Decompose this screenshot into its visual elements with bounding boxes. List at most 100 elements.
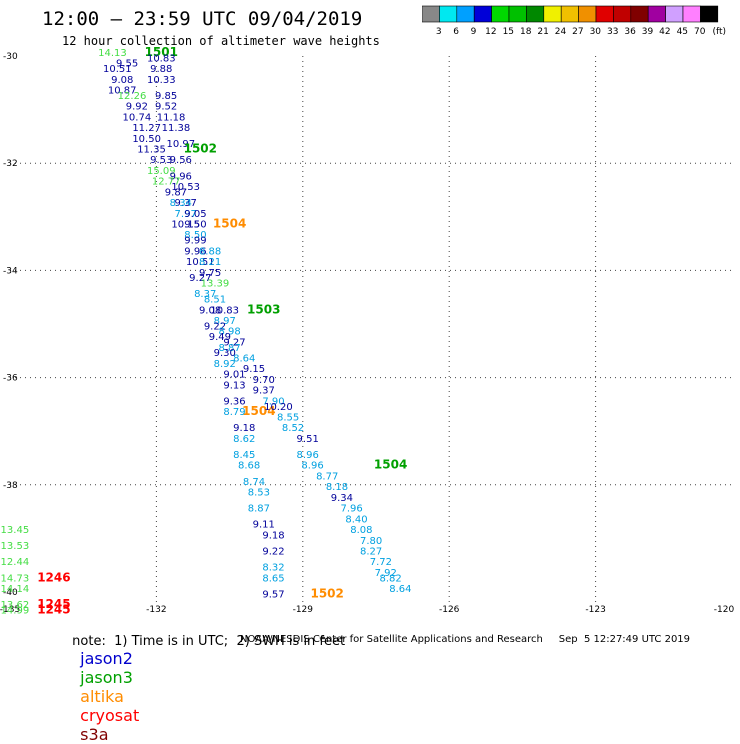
legend-unit-label: (ft) bbox=[712, 27, 726, 36]
wave-height-label: 9.18 bbox=[262, 530, 284, 541]
wave-height-label: 8.87 bbox=[248, 504, 270, 515]
footer-note-bar: note: 1) Time is in UTC; 2) SWH is in fe… bbox=[62, 611, 345, 744]
wave-height-label: 9.18 bbox=[233, 423, 255, 434]
legend-bin-label: 45 bbox=[677, 27, 688, 36]
wave-height-label: 9.99 bbox=[184, 236, 206, 247]
legend-jason3: jason3 bbox=[80, 668, 133, 687]
wave-height-label: 9.50 bbox=[184, 220, 206, 231]
wave-height-label: 8.74 bbox=[243, 477, 265, 488]
wave-height-label: 12.44 bbox=[1, 557, 30, 568]
lat-tick-label: -36 bbox=[3, 374, 18, 384]
wave-height-label: 9.15 bbox=[243, 364, 265, 375]
lon-tick-label: -120 bbox=[714, 605, 735, 615]
wave-height-label: 15.09 bbox=[147, 166, 176, 177]
wave-height-label: 8.45 bbox=[233, 450, 255, 461]
wave-height-label: 9.87 bbox=[165, 187, 187, 198]
wave-height-label: 9.34 bbox=[331, 493, 353, 504]
lat-tick-label: -34 bbox=[3, 266, 18, 276]
wave-height-label: 8.98 bbox=[218, 327, 240, 338]
wave-height-label: 8.68 bbox=[238, 461, 260, 472]
wave-height-label: 8.32 bbox=[262, 563, 284, 574]
wave-height-label: 14.99 bbox=[1, 605, 30, 616]
legend-bin-label: 30 bbox=[590, 27, 602, 36]
wave-height-label: 8.34 bbox=[170, 198, 192, 209]
wave-height-label: 9.22 bbox=[204, 321, 226, 332]
wave-height-label: 8.87 bbox=[218, 343, 240, 354]
wave-height-label: 10.97 bbox=[166, 139, 195, 150]
wave-height-label: 10.83 bbox=[210, 305, 239, 316]
legend-s3a: s3a bbox=[80, 725, 109, 744]
legend-bin-label: 27 bbox=[572, 27, 583, 36]
wave-height-label: 9.56 bbox=[170, 155, 192, 166]
wave-height-label: 9.55 bbox=[116, 59, 138, 70]
wave-height-label: 8.37 bbox=[194, 289, 216, 300]
lat-tick-label: -30 bbox=[3, 52, 18, 62]
wave-height-label: 8.92 bbox=[214, 359, 236, 370]
legend-bin-label: 9 bbox=[471, 27, 477, 36]
wave-height-label: 8.97 bbox=[214, 316, 236, 327]
wave-height-label: 7.97 bbox=[175, 209, 197, 220]
lon-tick-label: -126 bbox=[439, 605, 460, 615]
lon-tick-label: -123 bbox=[585, 605, 605, 615]
wave-height-label: 7.90 bbox=[262, 396, 284, 407]
legend-bin-label: 12 bbox=[485, 27, 496, 36]
wave-height-label: 8.55 bbox=[277, 412, 299, 423]
wave-height-label: 8.21 bbox=[199, 257, 221, 268]
wave-height-label: 8.27 bbox=[360, 546, 382, 557]
wave-height-label: 8.88 bbox=[199, 246, 221, 257]
wave-height-label: 9.70 bbox=[253, 375, 275, 386]
legend-bin-label: 42 bbox=[659, 27, 670, 36]
wave-height-label: 7.96 bbox=[340, 504, 362, 515]
legend-bin-label: 21 bbox=[537, 27, 548, 36]
wave-height-label: 9.01 bbox=[223, 370, 245, 381]
wave-height-label: 13.62 bbox=[1, 600, 30, 611]
lat-tick-label: -38 bbox=[3, 481, 18, 491]
legend-bin-label: 15 bbox=[503, 27, 514, 36]
legend-bin-label: 33 bbox=[607, 27, 618, 36]
wave-height-label: 13.45 bbox=[1, 525, 30, 536]
wave-height-label: 9.96 bbox=[170, 171, 192, 182]
wave-height-label: 9.51 bbox=[297, 434, 319, 445]
wave-height-label: 10.33 bbox=[147, 75, 176, 86]
page-subtitle: 12 hour collection of altimeter wave hei… bbox=[62, 34, 380, 48]
wave-height-label: 9.52 bbox=[155, 102, 177, 113]
wave-height-label: 9.36 bbox=[223, 396, 245, 407]
wave-height-label: 10.53 bbox=[171, 182, 200, 193]
wave-height-label: 9.75 bbox=[199, 268, 221, 279]
wave-height-label: 9.85 bbox=[155, 91, 177, 102]
page-title: 12:00 — 23:59 UTC 09/04/2019 bbox=[42, 8, 363, 30]
lat-tick-label: -32 bbox=[3, 159, 18, 169]
wave-height-label: 9.05 bbox=[184, 209, 206, 220]
pass-time-label: 1246 bbox=[37, 570, 70, 584]
wave-height-label: 8.53 bbox=[248, 488, 270, 499]
legend-jason2: jason2 bbox=[80, 649, 133, 668]
credit-line: NOAA/NESDIS Center for Satellite Applica… bbox=[240, 634, 691, 645]
wave-height-label: 8.18 bbox=[326, 482, 348, 493]
footer-note: note: 1) Time is in UTC; 2) SWH is in fe… bbox=[72, 634, 346, 649]
wave-height-label: 9.27 bbox=[223, 337, 245, 348]
wave-height-label: 11.38 bbox=[162, 123, 191, 134]
legend-bin-label: 24 bbox=[555, 27, 567, 36]
wave-height-label: 8.96 bbox=[301, 461, 323, 472]
wave-height-label: 14.13 bbox=[98, 48, 127, 59]
wave-height-label: 8.50 bbox=[184, 230, 206, 241]
pass-time-label: 1504 bbox=[374, 458, 407, 472]
wave-height-label: 9.13 bbox=[223, 380, 245, 391]
legend-bin-label: 36 bbox=[624, 27, 636, 36]
wave-height-label: 8.79 bbox=[223, 407, 245, 418]
wave-height-label: 10.50 bbox=[132, 134, 161, 145]
legend-bin-label: 18 bbox=[520, 27, 532, 36]
wave-height-label: 8.82 bbox=[380, 573, 402, 584]
wave-height-label: 9.37 bbox=[253, 386, 275, 397]
wave-height-label: 9.92 bbox=[126, 102, 148, 113]
wave-height-label: 13.39 bbox=[201, 278, 230, 289]
pass-time-label: 1503 bbox=[247, 302, 280, 316]
wave-height-label: 9.08 bbox=[111, 75, 133, 86]
wave-height-label: 9.22 bbox=[262, 546, 284, 557]
wave-height-label: 14.73 bbox=[1, 573, 30, 584]
legend-bin-label: 39 bbox=[642, 27, 654, 36]
color-legend: 3 6 9 12 15 18 21 24 27 30 33 36 39 42 45 70 (ft) bbox=[422, 5, 726, 36]
wave-height-label: 8.64 bbox=[233, 354, 255, 365]
wave-height-label: 8.65 bbox=[262, 573, 284, 584]
pass-time-label: 1502 bbox=[310, 586, 343, 600]
